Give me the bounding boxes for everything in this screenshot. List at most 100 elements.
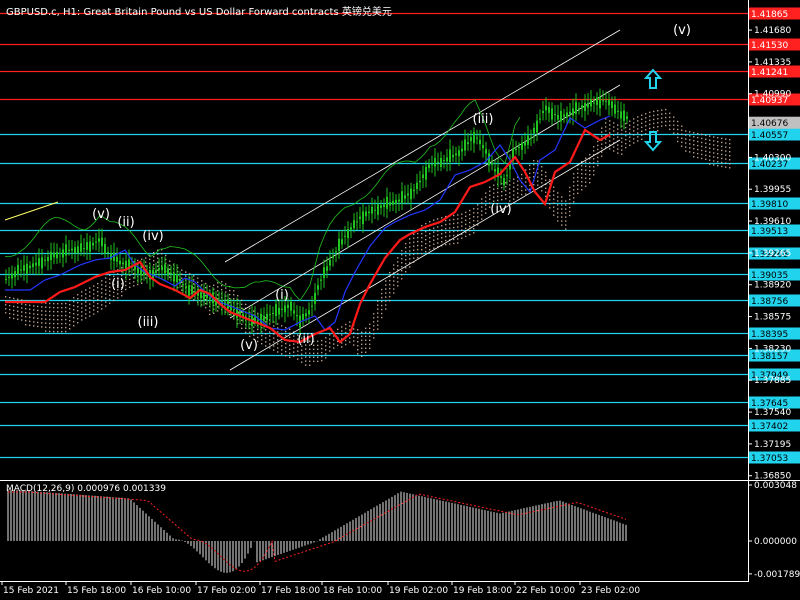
cloud-dot-898: [509, 188, 511, 190]
candle-body-97: [296, 315, 298, 317]
cloud-dot-773: [433, 239, 435, 241]
cloud-dot-570: [321, 339, 323, 342]
cloud-dot-1255: [713, 140, 715, 142]
cloud-dot-24: [21, 303, 23, 305]
cloud-dot-1067: [601, 127, 603, 129]
candle-body-110: [335, 251, 337, 253]
cloud-dot-1170: [657, 118, 659, 120]
cloud-dot-75: [49, 314, 51, 317]
cloud-dot-992: [561, 216, 563, 218]
cloud-dot-1230: [697, 152, 699, 155]
cloud-dot-488: [273, 341, 275, 343]
cloud-dot-110: [65, 326, 67, 329]
cloud-dot-425: [241, 323, 243, 326]
candle-body-39: [122, 262, 124, 265]
candle-body-146: [443, 159, 445, 161]
cloud-dot-907: [513, 198, 515, 200]
candle-body-153: [464, 139, 466, 151]
candle-body-143: [434, 158, 436, 167]
cloud-dot-263: [145, 273, 147, 275]
cloud-dot-930: [529, 176, 531, 179]
cloud-dot-733: [413, 253, 415, 255]
cloud-dot-770: [433, 227, 435, 229]
cloud-dot-891: [505, 182, 507, 184]
cloud-dot-581: [325, 357, 327, 359]
cloud-dot-479: [269, 335, 271, 337]
cloud-dot-1213: [689, 135, 691, 137]
cloud-dot-593: [337, 332, 339, 335]
cloud-dot-501: [281, 333, 283, 335]
cloud-dot-308: [177, 286, 179, 289]
candle-body-66: [203, 292, 205, 301]
cloud-dot-405: [233, 298, 235, 300]
cloud-dot-576: [325, 337, 327, 339]
cloud-dot-1178: [661, 125, 663, 127]
cloud-dot-47: [33, 317, 35, 319]
cloud-dot-1237: [701, 153, 703, 156]
candle-body-76: [233, 308, 235, 310]
cloud-dot-108: [65, 318, 67, 321]
cloud-dot-40: [29, 316, 31, 319]
level-badge-0: [749, 7, 800, 20]
cloud-dot-162: [93, 293, 95, 295]
cloud-dot-944: [537, 172, 539, 174]
cloud-dot-1062: [597, 148, 599, 151]
cloud-dot-28: [21, 319, 23, 321]
cloud-dot-92: [57, 318, 59, 321]
cloud-dot-1139: [637, 128, 639, 130]
cloud-dot-845: [473, 208, 475, 210]
cloud-dot-1005: [569, 194, 571, 197]
candle-body-113: [344, 235, 346, 237]
cloud-dot-527: [293, 347, 295, 349]
cloud-dot-161: [93, 289, 95, 291]
cloud-dot-1291: [729, 159, 731, 161]
cloud-dot-1206: [685, 130, 687, 132]
cloud-dot-816: [457, 214, 459, 216]
cloud-dot-260: [145, 261, 147, 263]
cloud-dot-280: [157, 261, 159, 263]
cloud-dot-173: [97, 302, 99, 305]
cloud-dot-152: [89, 287, 91, 289]
cloud-dot-1257: [713, 148, 715, 150]
cloud-dot-1096: [613, 142, 615, 144]
cloud-dot-198: [109, 298, 111, 300]
cloud-dot-590: [333, 343, 335, 345]
candle-body-128: [389, 202, 391, 206]
cloud-dot-1029: [581, 169, 583, 171]
cloud-dot-4: [5, 312, 7, 314]
candle-body-198: [599, 97, 601, 109]
cloud-dot-1064: [597, 156, 599, 159]
cloud-dot-636: [365, 331, 367, 333]
cloud-dot-530: [297, 334, 299, 336]
cloud-dot-1222: [693, 148, 695, 150]
cloud-dot-1009: [569, 210, 571, 213]
cloud-dot-726: [409, 262, 411, 264]
cloud-dot-1122: [629, 120, 631, 122]
cloud-dot-218: [121, 274, 123, 277]
cloud-dot-1149: [641, 138, 643, 141]
candle-body-127: [386, 196, 388, 209]
cloud-dot-940: [533, 183, 535, 186]
candle-body-169: [512, 148, 514, 162]
cloud-dot-60: [41, 314, 43, 316]
cloud-dot-439: [249, 323, 251, 326]
cloud-dot-866: [485, 200, 487, 202]
cloud-dot-694: [393, 288, 395, 290]
cloud-dot-738: [417, 236, 419, 239]
cloud-dot-550: [305, 364, 307, 366]
candle-body-4: [17, 264, 19, 276]
cloud-dot-620: [353, 344, 355, 346]
cloud-dot-714: [405, 251, 407, 253]
candle-body-135: [410, 188, 412, 200]
cloud-dot-189: [105, 297, 107, 299]
cloud-dot-841: [469, 221, 471, 224]
cloud-dot-1017: [573, 197, 575, 199]
cloud-dot-928: [529, 168, 531, 171]
cloud-dot-716: [405, 259, 407, 261]
cloud-dot-882: [497, 187, 499, 190]
candle-body-157: [476, 137, 478, 139]
cloud-dot-65: [45, 306, 47, 308]
wave-label-6: (i): [275, 288, 289, 303]
